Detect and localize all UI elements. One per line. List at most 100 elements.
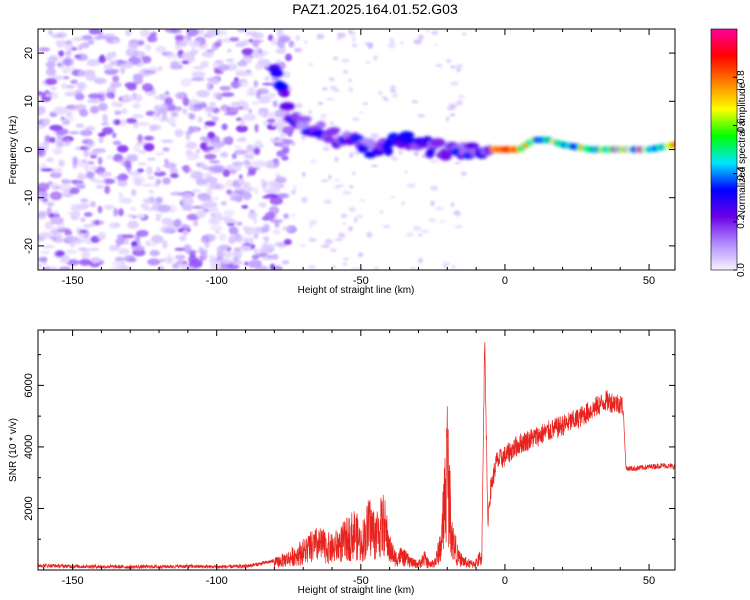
- noise-blob: [334, 156, 339, 163]
- noise-blob: [39, 250, 51, 254]
- noise-blob: [90, 201, 96, 208]
- noise-blob: [174, 254, 186, 260]
- noise-blob: [343, 257, 349, 261]
- noise-blob: [195, 178, 207, 185]
- noise-blob: [50, 86, 57, 91]
- noise-blob: [53, 106, 68, 115]
- noise-blob: [61, 254, 70, 264]
- noise-blob: [216, 93, 223, 101]
- noise-blob: [79, 258, 92, 266]
- noise-blob: [60, 116, 65, 120]
- noise-blob: [65, 84, 76, 89]
- noise-blob: [147, 35, 158, 43]
- noise-blob: [97, 205, 103, 214]
- noise-blob: [57, 141, 65, 148]
- noise-blob: [52, 226, 64, 231]
- noise-blob: [274, 265, 283, 270]
- noise-blob: [254, 47, 263, 54]
- noise-blob: [373, 266, 379, 270]
- noise-blob: [103, 204, 115, 210]
- noise-blob: [209, 182, 222, 190]
- noise-blob: [208, 165, 222, 174]
- noise-blob: [417, 34, 424, 40]
- noise-blob: [233, 149, 248, 155]
- noise-blob: [43, 245, 55, 249]
- noise-blob: [247, 237, 254, 246]
- noise-blob: [59, 183, 72, 193]
- noise-blob: [114, 110, 122, 116]
- noise-blob: [181, 60, 189, 65]
- noise-blob: [266, 244, 275, 253]
- noise-blob: [430, 200, 435, 207]
- noise-blob: [157, 107, 169, 114]
- noise-blob: [55, 40, 68, 46]
- noise-blob: [146, 166, 153, 175]
- noise-blob: [147, 175, 156, 180]
- noise-blob: [448, 103, 457, 109]
- noise-blob: [382, 225, 391, 228]
- noise-blob: [430, 185, 439, 191]
- noise-blob: [217, 38, 223, 44]
- noise-blob: [45, 67, 57, 77]
- noise-blob: [364, 61, 371, 64]
- noise-blob: [262, 257, 273, 261]
- noise-blob: [136, 122, 150, 126]
- noise-blob: [90, 235, 101, 243]
- noise-blob: [174, 247, 186, 251]
- noise-blob: [322, 87, 328, 91]
- noise-blob: [45, 93, 51, 98]
- noise-blob: [241, 48, 254, 56]
- noise-blob: [348, 29, 353, 35]
- noise-blob: [209, 160, 221, 164]
- noise-blob: [418, 233, 423, 237]
- noise-blob: [205, 176, 218, 184]
- noise-blob: [182, 229, 189, 236]
- noise-blob: [53, 210, 59, 216]
- noise-blob: [116, 145, 129, 153]
- x-tick-label: 0: [502, 575, 508, 587]
- noise-blob: [256, 252, 268, 258]
- noise-blob: [328, 174, 332, 180]
- noise-blob: [336, 32, 346, 38]
- noise-blob: [65, 64, 72, 74]
- noise-blob: [137, 134, 143, 143]
- noise-blob: [40, 168, 54, 172]
- noise-blob: [281, 139, 294, 145]
- noise-blob: [348, 87, 353, 92]
- noise-blob: [245, 69, 252, 74]
- noise-blob: [85, 171, 95, 179]
- noise-blob: [118, 197, 133, 204]
- noise-blob: [112, 260, 124, 267]
- noise-blob: [334, 238, 343, 241]
- noise-blob: [281, 260, 290, 265]
- noise-blob: [188, 102, 194, 111]
- noise-blob: [47, 55, 59, 64]
- noise-blob: [191, 189, 201, 193]
- noise-blob: [204, 121, 216, 127]
- noise-blob: [212, 62, 219, 69]
- ridge-blob: [316, 121, 326, 129]
- noise-blob: [81, 42, 90, 49]
- noise-blob: [450, 202, 455, 208]
- noise-blob: [65, 49, 72, 57]
- colorbar-tick-label: 0.4: [736, 166, 747, 180]
- noise-blob: [81, 250, 90, 260]
- noise-blob: [351, 267, 357, 270]
- noise-blob: [155, 178, 162, 185]
- noise-blob: [253, 248, 259, 254]
- noise-blob: [282, 145, 290, 155]
- noise-blob: [117, 60, 128, 64]
- noise-blob: [167, 104, 177, 112]
- noise-blob: [272, 229, 281, 235]
- noise-blob: [113, 119, 121, 126]
- noise-blob: [112, 75, 120, 83]
- noise-blob: [98, 30, 103, 36]
- noise-blob: [123, 255, 135, 263]
- x-tick-label: -100: [206, 275, 228, 287]
- noise-blob: [79, 109, 89, 117]
- noise-blob: [342, 70, 348, 74]
- colorbar: 0.0 0.2 0.4 0.6 0.8 Normalized spectral ampl…: [710, 28, 748, 277]
- noise-blob: [65, 236, 79, 242]
- noise-blob: [185, 132, 191, 141]
- noise-blob: [222, 136, 230, 144]
